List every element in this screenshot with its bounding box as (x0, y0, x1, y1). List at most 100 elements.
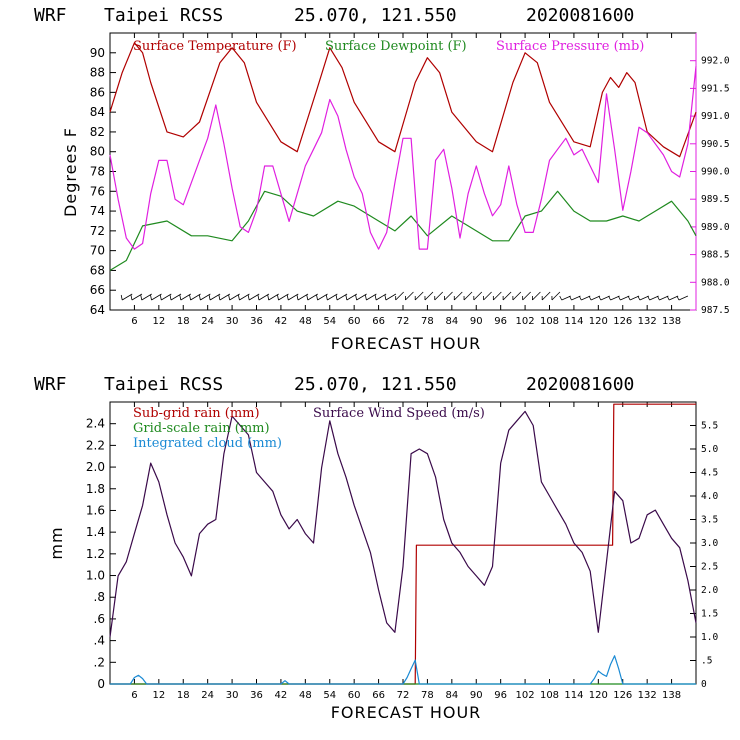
x-tick-label: 126 (613, 316, 632, 327)
x-tick-label: 102 (516, 316, 535, 327)
wind-barb (608, 295, 620, 301)
wind-barb (169, 293, 182, 301)
wind-barb (405, 291, 414, 301)
x-tick-label: 54 (323, 690, 336, 701)
y-tick-label: .2 (94, 655, 105, 669)
wind-barb (627, 295, 640, 301)
x-tick-label: 30 (226, 316, 239, 327)
x-tick-label: 72 (397, 690, 410, 701)
wind-barb (306, 293, 318, 301)
panel-2-ylabel: mm (47, 526, 66, 559)
x-tick-label: 54 (323, 316, 336, 327)
y-tick-label: 2.4 (86, 417, 105, 431)
wind-barb (532, 291, 541, 301)
wind-barb (228, 293, 240, 301)
y2-tick-label: 987.5 (701, 305, 730, 316)
series-surface-wind-speed-m-s (109, 410, 697, 638)
x-tick-label: 48 (299, 690, 312, 701)
wind-barb (218, 293, 231, 301)
x-tick-label: 72 (397, 316, 410, 327)
y-tick-label: 68 (90, 263, 105, 277)
series-integrated-cloud-mm (110, 655, 696, 685)
x-tick-label: 24 (201, 316, 214, 327)
legend-integrated-cloud: Integrated cloud (mm) (133, 436, 282, 451)
y2-tick-label: 991.5 (701, 83, 730, 94)
panel-2-legend: Sub-grid rain (mm) Surface Wind Speed (m… (133, 406, 485, 451)
wind-barb (325, 293, 338, 301)
y2-tick-label: 4.5 (701, 468, 718, 479)
x-tick-label: 78 (421, 316, 434, 327)
x-tick-label: 108 (540, 690, 559, 701)
wind-barb (414, 291, 424, 301)
x-tick-label: 60 (348, 690, 361, 701)
y2-tick-label: 5.0 (701, 444, 718, 455)
wind-barb (277, 293, 289, 301)
panel-2-ticks: 6 12 18 24 30 36 42 48 54 60 66 72 78 84 90 96 102 108 114… (86, 402, 718, 701)
y-tick-label: 80 (90, 145, 105, 159)
y2-tick-label: 5.5 (701, 421, 718, 432)
y-tick-label: 66 (90, 283, 105, 297)
x-tick-label: 108 (540, 316, 559, 327)
y2-tick-label: 990.0 (701, 167, 730, 178)
wind-barb (335, 293, 348, 301)
wind-barb (551, 291, 561, 301)
x-tick-label: 120 (589, 690, 608, 701)
legend-subgrid-rain: Sub-grid rain (mm) (133, 406, 260, 421)
wind-barb (198, 293, 211, 301)
panel-1-ticks: 6 12 18 24 30 36 42 48 54 60 66 72 78 84 90 96 102 108 114… (90, 33, 730, 327)
legend-dewpoint: Surface Dewpoint (F) (325, 39, 467, 54)
legend-pressure: Surface Pressure (mb) (496, 39, 644, 54)
y-tick-label: .8 (94, 590, 105, 604)
y-tick-label: 82 (90, 125, 105, 139)
wind-barb (140, 293, 152, 301)
y-tick-label: 88 (90, 66, 105, 80)
wind-barb (578, 295, 591, 301)
y-tick-label: 78 (90, 165, 105, 179)
y-tick-label: 86 (90, 85, 105, 99)
y-tick-label: 74 (90, 204, 105, 218)
wind-barb (179, 293, 192, 301)
legend-temperature: Surface Temperature (F) (133, 39, 297, 54)
wind-barb (384, 293, 397, 301)
y2-tick-label: 1.0 (701, 632, 718, 643)
panel-1-frame (109, 32, 697, 311)
wind-barb (374, 293, 387, 301)
x-tick-label: 42 (275, 690, 288, 701)
x-tick-label: 66 (372, 690, 385, 701)
header-model: WRF (34, 374, 67, 395)
y2-tick-label: 1.5 (701, 609, 718, 620)
x-tick-label: 12 (152, 316, 165, 327)
y-tick-label: 2.2 (86, 438, 105, 452)
y-tick-label: .4 (94, 634, 105, 648)
y2-tick-label: 0 (701, 679, 707, 690)
wind-barb (444, 291, 453, 301)
y-tick-label: 0 (97, 677, 105, 691)
y-tick-label: .6 (94, 612, 105, 626)
x-tick-label: 18 (177, 690, 190, 701)
wind-barb (559, 295, 571, 301)
wind-barb (150, 293, 162, 301)
y2-tick-label: 988.0 (701, 277, 730, 288)
header-coords: 25.070, 121.550 (294, 5, 457, 26)
wind-barb (345, 293, 358, 301)
x-tick-label: 114 (564, 690, 583, 701)
y-tick-label: 1.8 (86, 482, 105, 496)
x-tick-label: 12 (152, 690, 165, 701)
series-surface-dewpoint-f (109, 190, 697, 271)
y2-tick-label: 3.0 (701, 538, 718, 549)
x-tick-label: 126 (613, 690, 632, 701)
wind-barb (424, 291, 434, 301)
x-tick-label: 6 (131, 316, 137, 327)
y2-tick-label: 990.5 (701, 139, 730, 150)
wind-barb (666, 295, 679, 301)
x-tick-label: 84 (445, 690, 458, 701)
wind-barb (676, 295, 689, 301)
y2-tick-label: 991.0 (701, 111, 730, 122)
wind-barb (483, 291, 492, 301)
y2-tick-label: 989.5 (701, 194, 730, 205)
y2-tick-label: .5 (701, 656, 712, 667)
y2-tick-label: 4.0 (701, 491, 718, 502)
wind-barb (473, 291, 483, 301)
header-init: 2020081600 (526, 374, 634, 395)
wind-barb (189, 293, 201, 301)
